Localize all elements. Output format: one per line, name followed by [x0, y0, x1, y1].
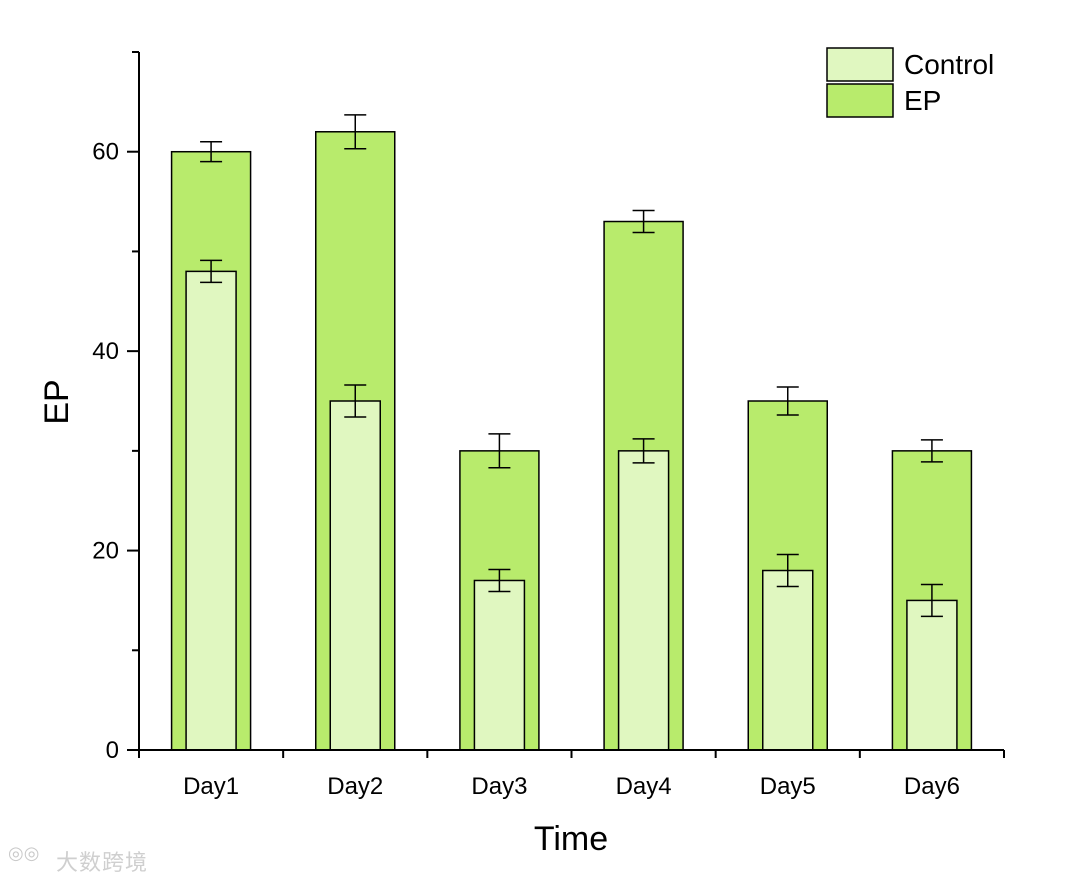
bar-control-Day3: [473, 579, 526, 751]
error-bar-control-Day5: [776, 553, 799, 588]
y-tick-label: 0: [106, 737, 119, 764]
camera-icon: ◎◎: [8, 843, 40, 864]
control-bars: [185, 270, 958, 751]
axes: [138, 52, 1004, 751]
y-tick-label: 60: [92, 139, 119, 166]
x-ticks: Day1 Day2 Day3 Day4 Day5 Day6: [138, 750, 1005, 800]
legend-item-ep: EP: [826, 83, 941, 118]
bar-control-Day6: [906, 599, 958, 751]
bar-control-Day1: [185, 270, 237, 751]
error-bar-ep-Day1: [200, 140, 223, 163]
x-axis-title: Time: [534, 820, 608, 858]
legend-label: Control: [904, 49, 994, 80]
ep-bars: [170, 131, 973, 751]
x-tick-label: Day6: [904, 773, 960, 800]
error-bar-ep-Day5: [776, 386, 799, 416]
x-tick-label: Day5: [760, 773, 816, 800]
x-tick-label: Day4: [616, 773, 672, 800]
error-bar-ep-Day2: [344, 114, 367, 150]
legend: Control EP: [826, 47, 994, 118]
error-bar-control-Day6: [920, 583, 943, 618]
error-bar-control-Day2: [344, 384, 367, 418]
error-bar-ep-Day4: [632, 209, 655, 234]
x-tick-label: Day2: [327, 773, 383, 800]
legend-swatch: [826, 47, 894, 82]
error-bar-control-Day1: [200, 259, 223, 284]
legend-label: EP: [904, 85, 941, 116]
error-bars: [200, 114, 943, 618]
bar-control-Day5: [762, 569, 814, 751]
error-bar-control-Day3: [488, 568, 511, 593]
error-bar-control-Day4: [632, 438, 655, 464]
bar-control-Day4: [617, 450, 670, 751]
bar-control-Day2: [329, 400, 381, 751]
x-tick-label: Day1: [183, 773, 239, 800]
x-tick-label: Day3: [471, 773, 527, 800]
legend-item-control: Control: [826, 47, 994, 82]
error-bar-ep-Day3: [488, 433, 511, 469]
watermark-text: 大数跨境: [56, 851, 149, 876]
y-tick-label: 20: [92, 538, 119, 565]
y-ticks: 0 20 40 60: [92, 51, 139, 764]
legend-swatch: [826, 83, 894, 118]
y-tick-label: 40: [92, 338, 119, 365]
error-bar-ep-Day6: [920, 439, 943, 463]
y-axis-title: EP: [38, 379, 76, 424]
